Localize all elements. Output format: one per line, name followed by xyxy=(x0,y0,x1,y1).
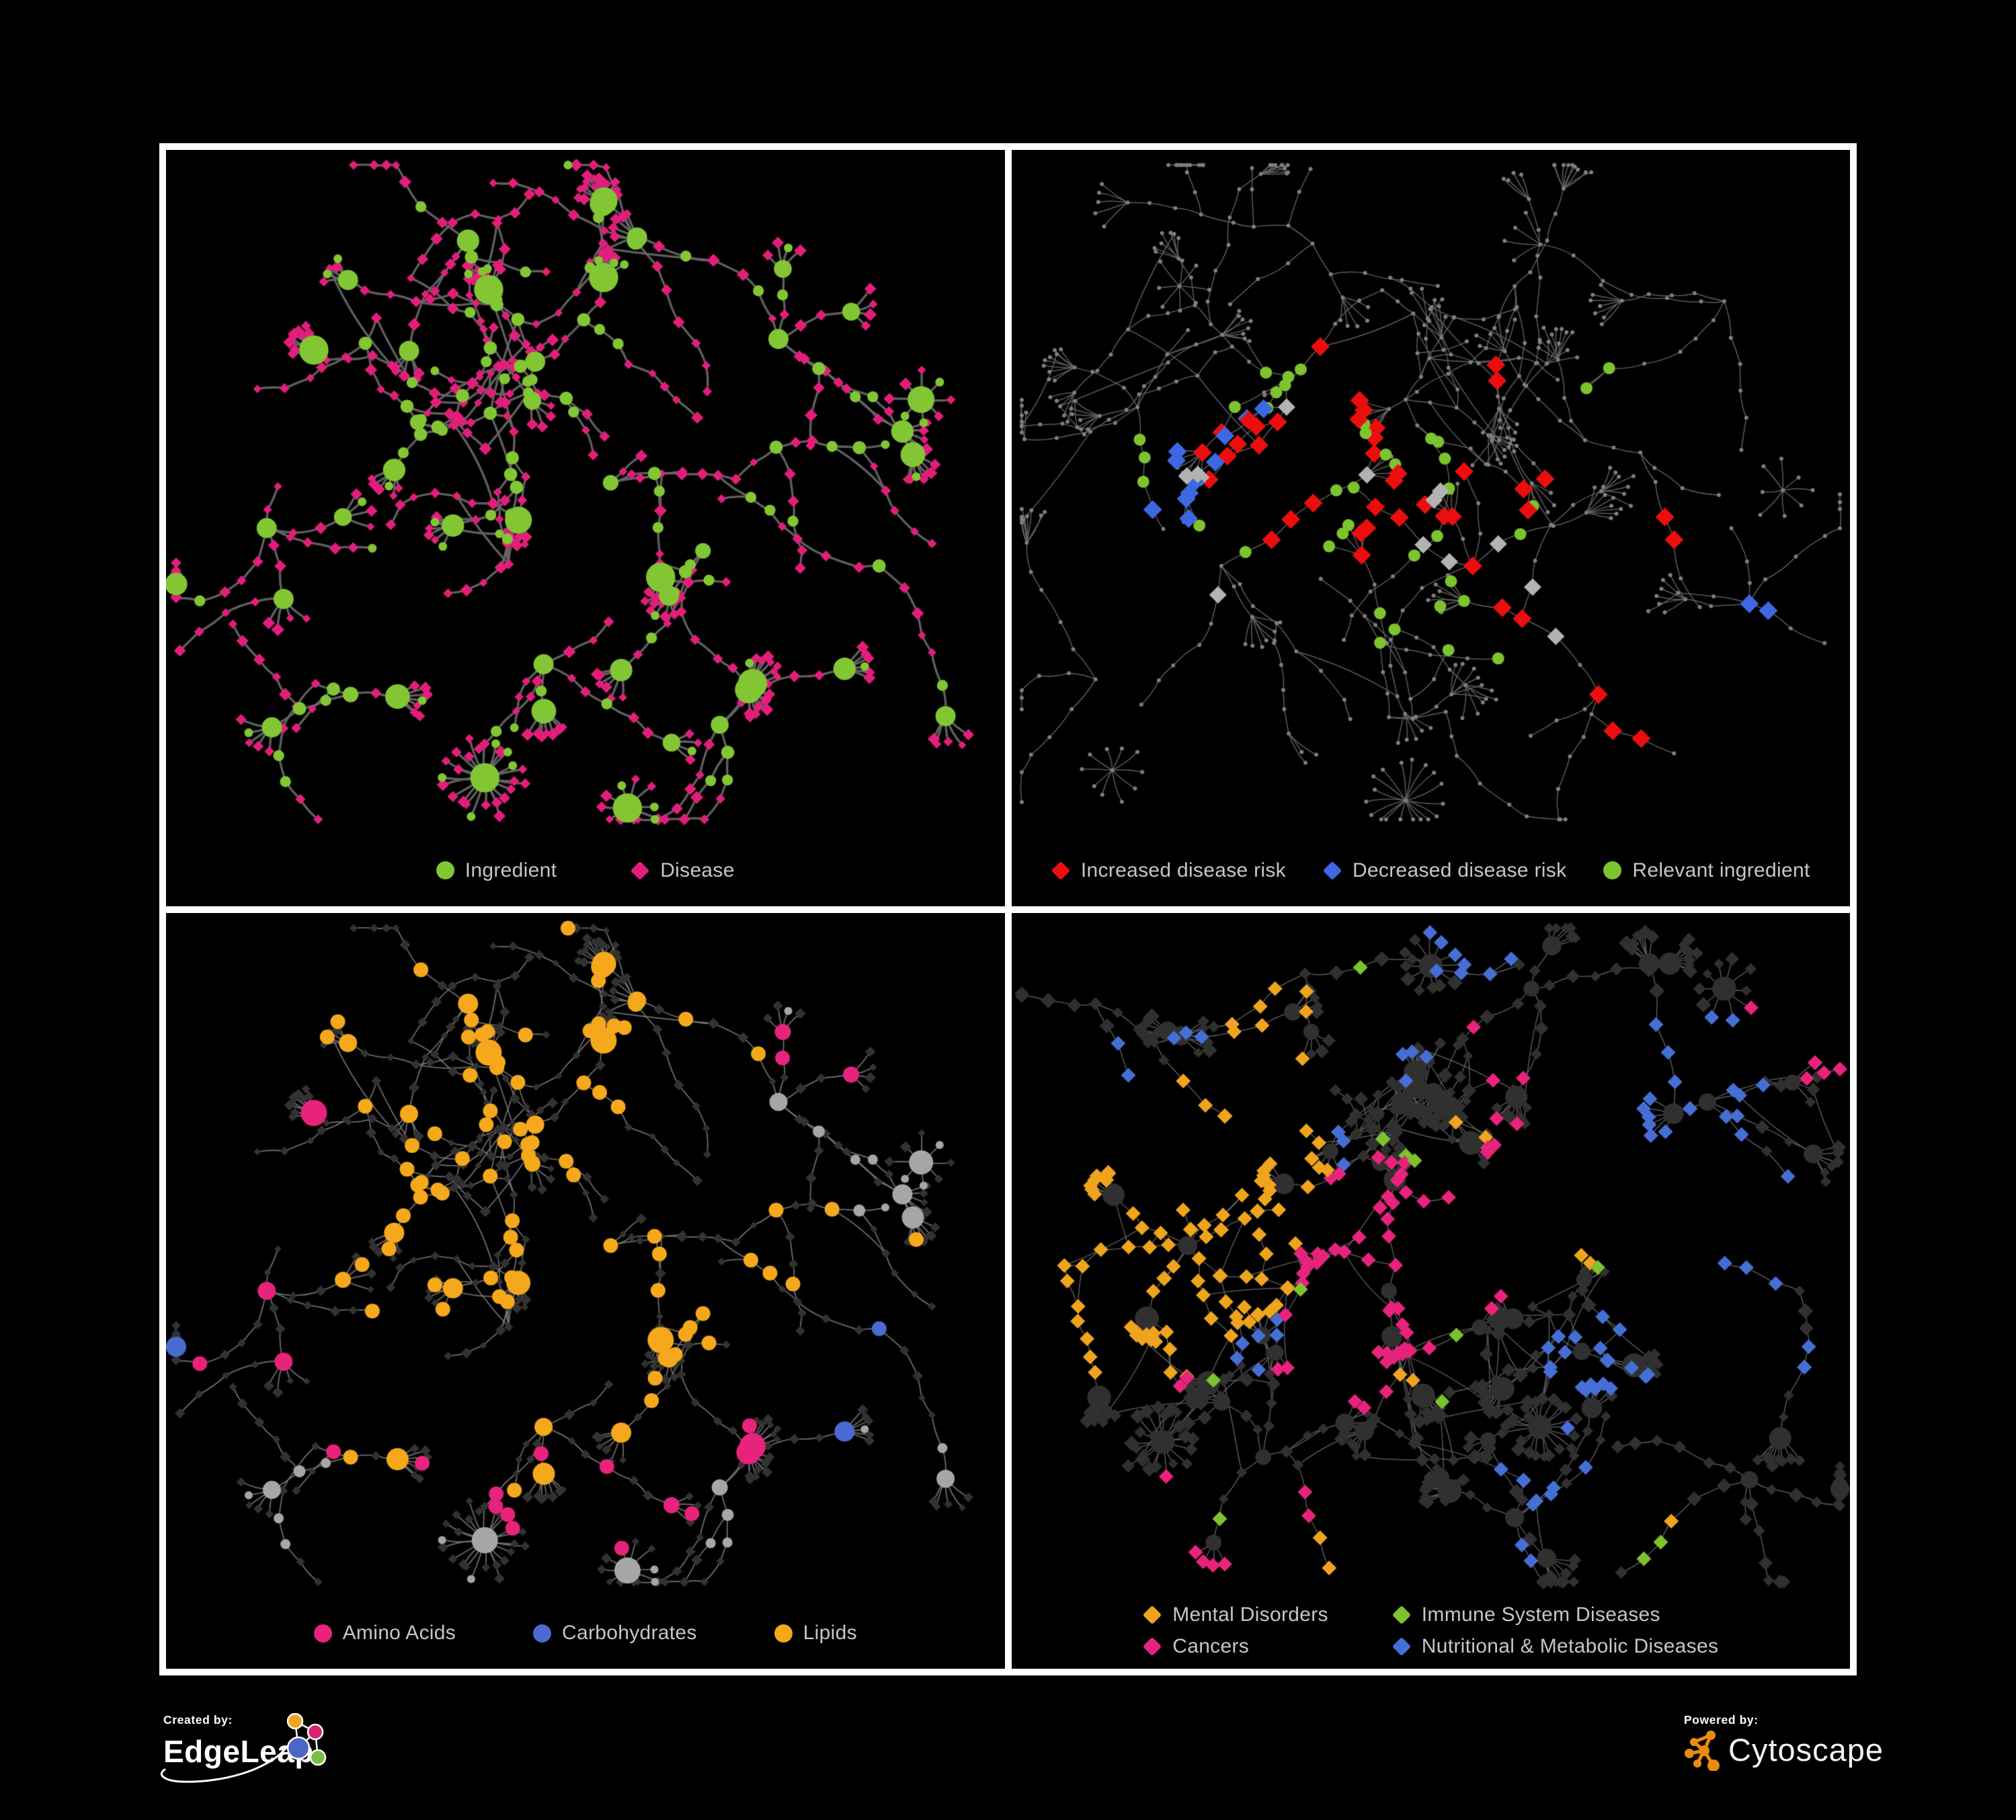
legend-label: Mental Disorders xyxy=(1172,1604,1328,1626)
legend-item-ingredient: Ingredient xyxy=(436,859,557,882)
ingredient-disease-network-canvas xyxy=(166,150,1005,906)
created-by-label: Created by: xyxy=(163,1713,233,1727)
ingredient-disease-legend: Ingredient Disease xyxy=(166,859,1005,882)
legend-item-nutritional-metabolic-diseases: Nutritional & Metabolic Diseases xyxy=(1392,1635,1718,1658)
diamond-legend-marker xyxy=(1392,1636,1411,1657)
legend-label: Ingredient xyxy=(465,859,557,881)
legend-label: Decreased disease risk xyxy=(1352,859,1567,881)
panel-nutrient-categories: Amino Acids Carbohydrates Lipids xyxy=(166,912,1005,1669)
diamond-legend-marker xyxy=(1392,1605,1411,1625)
edgeleap-node-pink xyxy=(307,1723,324,1741)
legend-label: Cancers xyxy=(1172,1635,1250,1657)
edgeleap-node-green xyxy=(309,1749,327,1766)
legend-label: Immune System Diseases xyxy=(1421,1604,1660,1626)
cytoscape-wordmark: Cytoscape xyxy=(1728,1731,1884,1768)
nutrient-category-legend: Amino Acids Carbohydrates Lipids xyxy=(166,1622,1005,1645)
cytoscape-credit: Powered by: xyxy=(1684,1713,1912,1794)
legend-item-relevant-ingredient: Relevant ingredient xyxy=(1603,859,1810,882)
legend-label: Nutritional & Metabolic Diseases xyxy=(1421,1635,1719,1657)
panel-disease-risk: Increased disease risk Decreased disease … xyxy=(1011,150,1851,906)
legend-label: Relevant ingredient xyxy=(1632,859,1810,881)
panel-ingredient-disease: Ingredient Disease xyxy=(166,150,1005,906)
edgeleap-credit: Created by: EdgeLeap xyxy=(160,1713,358,1814)
legend-label: Amino Acids xyxy=(342,1622,456,1644)
legend-item-amino-acids: Amino Acids xyxy=(313,1622,456,1645)
diamond-legend-marker xyxy=(1322,861,1342,880)
diamond-legend-marker xyxy=(631,861,650,880)
circle-legend-marker xyxy=(533,1624,551,1643)
legend-item-cancers: Cancers xyxy=(1143,1635,1328,1658)
disease-category-network-canvas xyxy=(1011,912,1850,1669)
legend-item-increased-disease-risk: Increased disease risk xyxy=(1051,859,1286,882)
circle-legend-marker xyxy=(1603,861,1622,879)
legend-label: Lipids xyxy=(803,1622,857,1644)
disease-risk-network-canvas xyxy=(1011,150,1850,906)
edgeleap-swoosh xyxy=(160,1745,288,1783)
legend-item-immune-system-diseases: Immune System Diseases xyxy=(1392,1604,1718,1626)
circle-legend-marker xyxy=(436,861,454,879)
legend-label: Disease xyxy=(660,859,735,881)
legend-label: Carbohydrates xyxy=(562,1622,697,1644)
diamond-legend-marker xyxy=(1143,1605,1162,1625)
disease-risk-legend: Increased disease risk Decreased disease … xyxy=(1012,859,1851,882)
diamond-legend-marker xyxy=(1051,861,1071,880)
legend-item-lipids: Lipids xyxy=(774,1622,857,1645)
legend-label: Increased disease risk xyxy=(1080,859,1286,881)
circle-legend-marker xyxy=(313,1624,332,1643)
circle-legend-marker xyxy=(774,1624,793,1643)
nutrient-category-network-canvas xyxy=(166,912,1005,1669)
edgeleap-node-orange xyxy=(286,1713,304,1730)
legend-item-disease: Disease xyxy=(631,859,734,882)
edgeleap-node-blue xyxy=(286,1736,311,1760)
panel-disease-categories: Mental Disorders Immune System Diseases Ca… xyxy=(1011,912,1851,1669)
edgeleap-logo-icon xyxy=(286,1713,327,1766)
legend-item-carbohydrates: Carbohydrates xyxy=(533,1622,697,1645)
powered-by-label: Powered by: xyxy=(1684,1713,1759,1727)
cytoscape-logo-icon xyxy=(1685,1731,1720,1771)
disease-category-legend: Mental Disorders Immune System Diseases Ca… xyxy=(1012,1604,1851,1658)
diamond-legend-marker xyxy=(1143,1636,1162,1657)
legend-item-decreased-disease-risk: Decreased disease risk xyxy=(1322,859,1567,882)
legend-item-mental-disorders: Mental Disorders xyxy=(1143,1604,1328,1626)
panel-grid: Ingredient Disease Increased disease risk… xyxy=(159,143,1857,1675)
